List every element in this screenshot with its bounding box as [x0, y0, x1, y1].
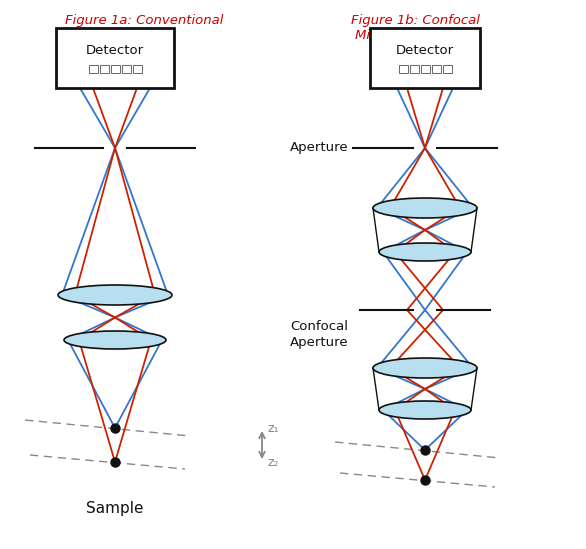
Ellipse shape [373, 358, 477, 378]
Ellipse shape [58, 285, 172, 305]
Bar [431, 65, 441, 73]
Text: Sample: Sample [86, 501, 144, 516]
Ellipse shape [64, 331, 166, 349]
Bar [442, 65, 451, 73]
Text: Aperture: Aperture [290, 142, 349, 154]
Bar [56, 28, 174, 88]
Ellipse shape [379, 243, 471, 261]
Bar [100, 65, 108, 73]
Text: z₁: z₁ [267, 422, 278, 434]
Text: z₂: z₂ [267, 456, 278, 468]
Bar [111, 65, 120, 73]
Ellipse shape [379, 401, 471, 419]
Bar [132, 65, 141, 73]
Bar [88, 65, 97, 73]
Bar [121, 65, 131, 73]
Ellipse shape [373, 198, 477, 218]
Text: Detector: Detector [86, 44, 144, 57]
Bar [421, 65, 430, 73]
Text: Figure 1b: Confocal
Microscope Optics: Figure 1b: Confocal Microscope Optics [350, 14, 479, 42]
Text: Detector: Detector [396, 44, 454, 57]
Bar [410, 65, 418, 73]
Text: Confocal
Aperture: Confocal Aperture [290, 320, 349, 349]
Bar [370, 28, 480, 88]
Text: Figure 1a: Conventional: Figure 1a: Conventional [65, 14, 223, 27]
Bar [398, 65, 407, 73]
